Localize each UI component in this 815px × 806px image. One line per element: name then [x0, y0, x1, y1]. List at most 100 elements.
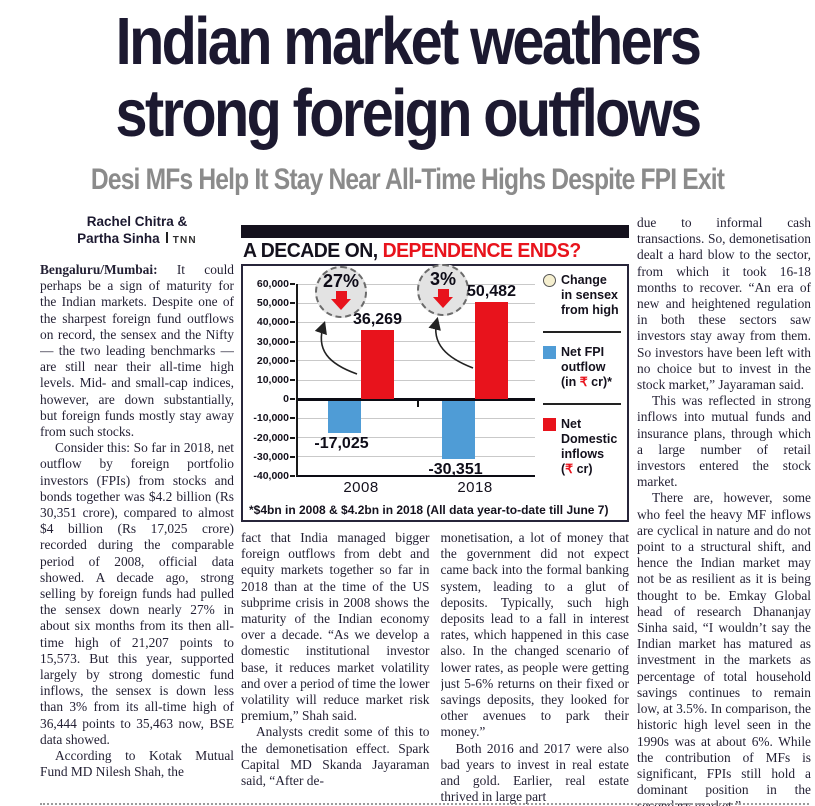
legend-swatch-circle [543, 274, 556, 287]
y-axis-tick [290, 321, 295, 324]
chart-legend: Change in sensex from high Net FPI outflow (i… [543, 273, 624, 477]
legend-label: Net FPI outflow (in ₹ cr)* [561, 345, 613, 389]
rupee-symbol: ₹ [565, 462, 574, 476]
gridline [296, 283, 535, 285]
chart-title: A DECADE ON, DEPENDENCE ENDS? [243, 239, 617, 263]
article-column-3: monetisation, a lot of money that the go… [441, 530, 630, 805]
gridline [296, 437, 535, 439]
middle-section: A DECADE ON, DEPENDENCE ENDS? [241, 210, 629, 806]
gridline [296, 321, 535, 323]
bar-value-label: 50,482 [467, 283, 516, 301]
middle-columns: fact that India managed bigger foreign o… [241, 530, 629, 805]
y-axis-tick [290, 475, 295, 477]
infographic: A DECADE ON, DEPENDENCE ENDS? [241, 225, 629, 522]
y-axis-tick [290, 436, 295, 439]
x-category-label: 2008 [343, 479, 379, 496]
rupee-symbol: ₹ [579, 375, 588, 389]
headline-line2: strong foreign outflows [115, 76, 702, 151]
gridline [296, 379, 535, 381]
paragraph: Consider this: So far in 2018, net outfl… [40, 440, 234, 747]
y-axis-tick [290, 398, 295, 401]
byline-separator [165, 232, 168, 243]
paragraph: fact that India managed bigger foreign o… [241, 530, 430, 724]
y-axis-tick [290, 455, 295, 458]
paragraph: Analysts credit some of this to the demo… [241, 724, 430, 789]
article-column-4: due to informal cash transactions. So, d… [637, 210, 811, 806]
sensex-change-value: 3% [429, 269, 456, 289]
paragraph: Both 2016 and 2017 were also bad years t… [440, 740, 630, 805]
legend-divider [543, 331, 621, 333]
paragraph: There are, however, some who feel the he… [637, 490, 811, 806]
byline: Rachel Chitra & Partha Sinha TNN [40, 210, 234, 249]
zero-axis-line [296, 397, 535, 401]
headline-line1: Indian market weathers [115, 4, 702, 79]
column-1-text: Bengaluru/Mumbai: It could perhaps be a … [40, 262, 234, 781]
domestic-inflow-bar [361, 329, 394, 400]
y-tick-label: -10,000 [253, 412, 289, 425]
y-tick-label: 50,000 [256, 297, 289, 310]
legend-label: Net Domestic inflows (₹ cr) [561, 417, 618, 476]
domestic-inflow-bar [475, 302, 508, 400]
chart-title-black: A DECADE ON, [243, 240, 378, 262]
column-3-text: monetisation, a lot of money that the go… [441, 530, 630, 805]
y-tick-label: -20,000 [253, 431, 289, 444]
bar-value-label: -30,351 [428, 460, 483, 478]
gridline [296, 341, 535, 343]
article-body: Rachel Chitra & Partha Sinha TNN Bengalur… [40, 210, 811, 806]
y-tick-label: 60,000 [256, 278, 289, 290]
gridline [296, 360, 535, 362]
y-tick-label: -40,000 [253, 470, 289, 482]
bar-chart-plot: 60,000 50,000 40,000 30,000 20,000 10,000 0 -10… [245, 264, 537, 502]
y-tick-label: 20,000 [256, 354, 289, 367]
y-tick-label: 0 [283, 393, 289, 406]
gridline [296, 302, 535, 304]
y-axis-tick [290, 302, 295, 305]
sensex-change-circle: 3% [417, 264, 469, 316]
paragraph: According to Kotak Mutual Fund MD Nilesh… [40, 748, 234, 780]
chart-footnote: *$4bn in 2008 & $4.2bn in 2018 (All data… [249, 503, 609, 517]
byline-line1: Rachel Chitra & [86, 214, 188, 229]
y-axis-tick [290, 379, 295, 381]
gridline [296, 417, 535, 419]
y-axis-tick [290, 417, 295, 420]
fpi-outflow-bar [442, 400, 475, 459]
article-column-2: fact that India managed bigger foreign o… [241, 530, 430, 805]
legend-entry: Change in sensex from high [543, 273, 624, 318]
bar-value-label: -17,025 [314, 435, 369, 453]
down-arrow-icon [433, 297, 453, 308]
y-axis-line [296, 284, 298, 476]
y-axis-tick [290, 283, 295, 285]
y-axis-tick [290, 359, 295, 362]
byline-agency: TNN [172, 235, 197, 246]
paragraph: monetisation, a lot of money that the go… [440, 530, 630, 740]
down-arrow-icon [335, 291, 347, 299]
legend-divider [543, 403, 621, 405]
byline-line2: Partha Sinha TNN [40, 230, 234, 249]
gridline [296, 475, 535, 477]
column-4-text: due to informal cash transactions. So, d… [637, 215, 811, 806]
column-2-text: fact that India managed bigger foreign o… [241, 530, 430, 789]
chart-title-red: DEPENDENCE ENDS? [382, 240, 582, 262]
x-category-label: 2018 [457, 479, 493, 496]
bar-value-label: 36,269 [353, 310, 402, 328]
legend-swatch-square [543, 346, 556, 359]
sensex-change-circle: 27% [315, 266, 367, 318]
headline: Indian market weathers strong foreign ou… [57, 6, 758, 150]
y-tick-label: 40,000 [256, 316, 289, 329]
infographic-top-bar [241, 225, 629, 238]
legend-entry: Net Domestic inflows (₹ cr) [543, 417, 624, 477]
gridline [296, 456, 535, 458]
legend-label: Change in sensex from high [561, 273, 619, 317]
bottom-dotted-rule [40, 803, 809, 805]
legend-entry: Net FPI outflow (in ₹ cr)* [543, 345, 624, 390]
y-tick-label: -30,000 [253, 450, 289, 463]
subheadline: Desi MFs Help It Stay Near All-Time High… [90, 163, 725, 196]
sensex-change-value: 27% [322, 271, 360, 291]
down-arrow-icon [331, 299, 351, 310]
chart-box: 60,000 50,000 40,000 30,000 20,000 10,000 0 -10… [241, 264, 629, 522]
legend-swatch-square [543, 418, 556, 431]
down-arrow-icon [437, 289, 449, 297]
byline-author: Partha Sinha [77, 231, 160, 246]
fpi-outflow-bar [328, 400, 361, 434]
